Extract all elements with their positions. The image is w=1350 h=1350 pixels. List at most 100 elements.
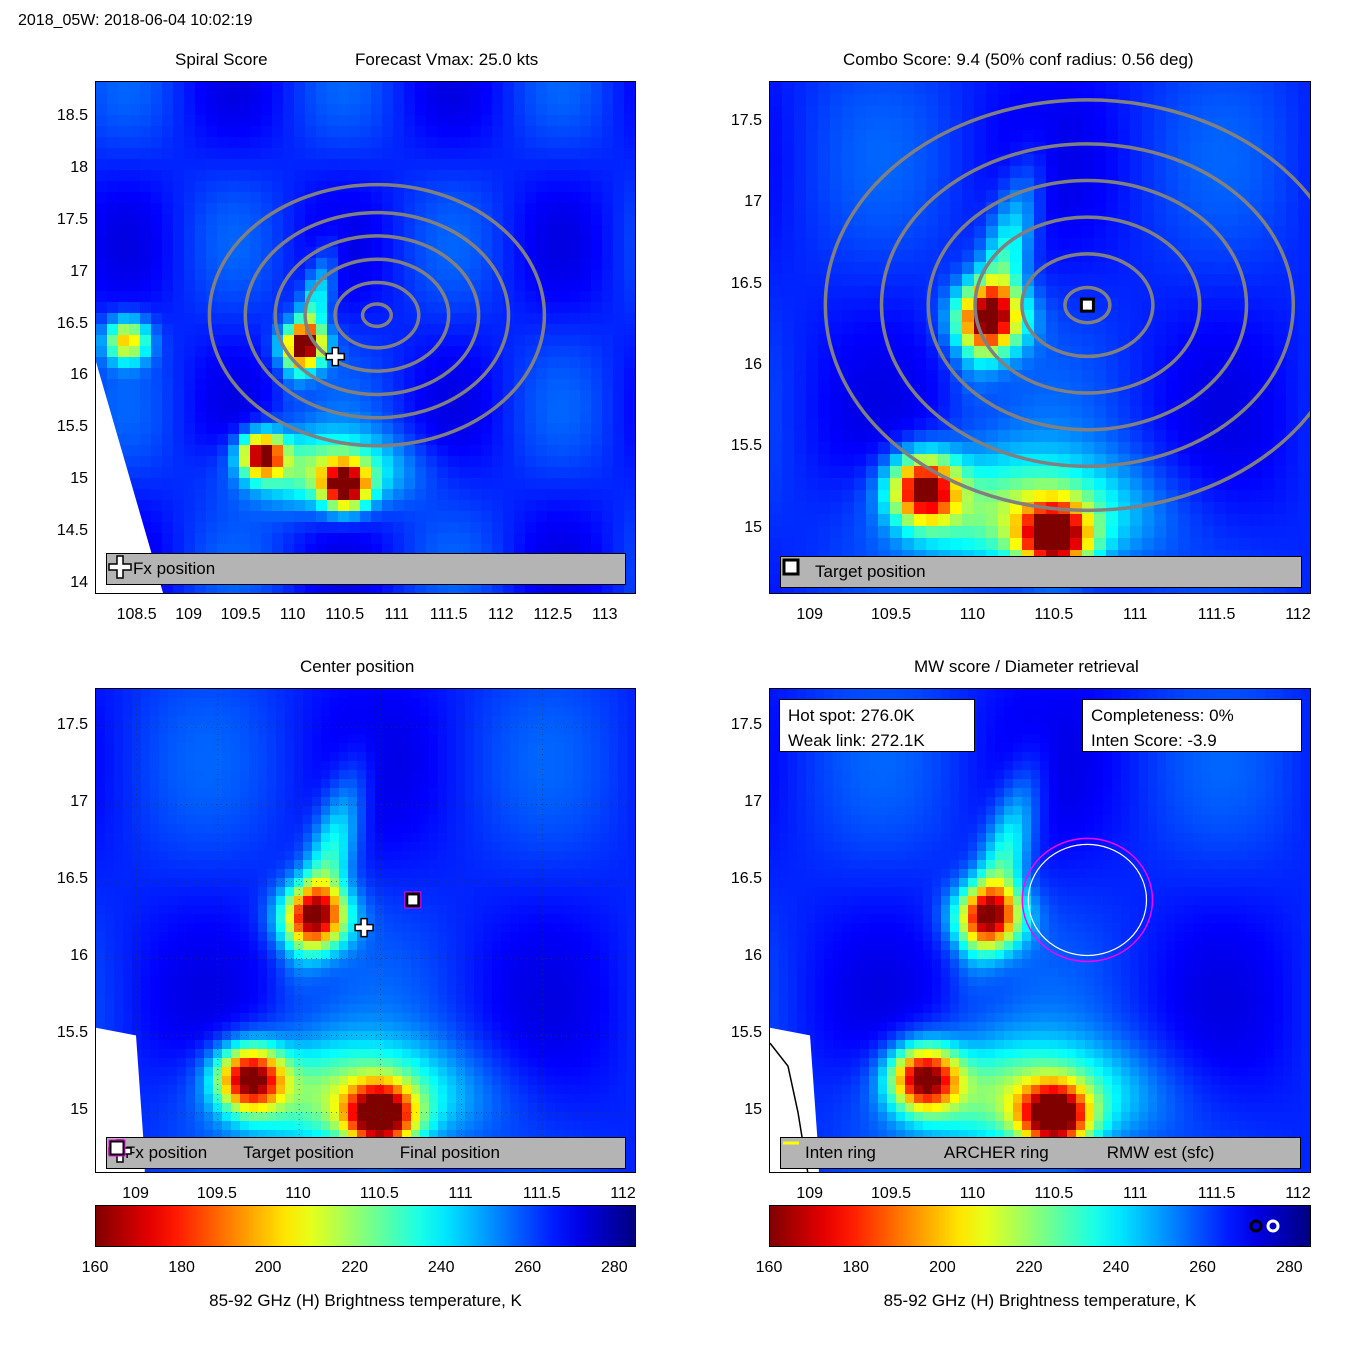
y-tick-label: 15.5: [730, 437, 762, 455]
heatmap-cell: [1262, 118, 1275, 131]
heatmap-cell: [878, 406, 891, 419]
heatmap-cell: [1274, 418, 1287, 431]
heatmap-cell: [162, 467, 174, 479]
heatmap-cell: [580, 511, 592, 523]
heatmap-cell: [151, 280, 163, 292]
heatmap-cell: [1202, 334, 1215, 347]
heatmap-cell: [107, 214, 119, 226]
heatmap-cell: [782, 322, 795, 335]
heatmap-cell: [1238, 94, 1251, 107]
heatmap-cell: [1178, 358, 1191, 371]
heatmap-cell: [481, 82, 493, 94]
heatmap-cell: [998, 394, 1011, 407]
heatmap-cell: [375, 716, 385, 726]
heatmap-cell: [437, 324, 449, 336]
heatmap-cell: [420, 689, 430, 699]
heatmap-cell: [525, 280, 537, 292]
heatmap-cell: [1250, 430, 1263, 443]
heatmap-cell: [986, 454, 999, 467]
heatmap-cell: [118, 412, 130, 424]
heatmap-cell: [1226, 490, 1239, 503]
heatmap-cell: [1022, 478, 1035, 491]
heatmap-cell: [206, 533, 218, 545]
heatmap-cell: [118, 148, 130, 160]
heatmap-cell: [1286, 226, 1299, 239]
heatmap-cell: [338, 357, 350, 369]
heatmap-cell: [591, 368, 603, 380]
heatmap-cell: [140, 335, 152, 347]
heatmap-cell: [357, 716, 367, 726]
heatmap-cell: [173, 467, 185, 479]
heatmap-cell: [950, 106, 963, 119]
heatmap-cell: [770, 562, 783, 575]
y-tick-label: 14: [70, 573, 88, 591]
heatmap-cell: [624, 159, 635, 171]
heatmap-cell: [1310, 118, 1311, 131]
heatmap-cell: [1250, 526, 1263, 539]
heatmap-cell: [228, 346, 240, 358]
heatmap-cell: [514, 181, 526, 193]
heatmap-cell: [818, 118, 831, 131]
heatmap-cell: [818, 454, 831, 467]
heatmap-cell: [162, 170, 174, 182]
heatmap-cell: [206, 148, 218, 160]
heatmap-cell: [267, 725, 277, 735]
heatmap-cell: [503, 401, 515, 413]
heatmap-cell: [151, 148, 163, 160]
heatmap-cell: [1058, 82, 1071, 95]
heatmap-cell: [635, 324, 636, 336]
heatmap-cell: [618, 725, 628, 735]
heatmap-cell: [536, 302, 548, 314]
heatmap-cell: [217, 423, 229, 435]
heatmap-cell: [107, 104, 119, 116]
heatmap-cell: [258, 743, 268, 753]
heatmap-cell: [283, 291, 295, 303]
heatmap-cell: [162, 280, 174, 292]
heatmap-cell: [1190, 358, 1203, 371]
heatmap-cell: [547, 148, 559, 160]
heatmap-cell: [902, 394, 915, 407]
heatmap-cell: [519, 689, 529, 699]
heatmap-cell: [830, 538, 843, 551]
heatmap-cell: [1010, 358, 1023, 371]
heatmap-cell: [327, 456, 339, 468]
heatmap-cell: [613, 115, 625, 127]
heatmap-cell: [1010, 526, 1023, 539]
heatmap-cell: [1166, 130, 1179, 143]
heatmap-cell: [305, 313, 317, 325]
heatmap-cell: [547, 511, 559, 523]
heatmap-cell: [914, 322, 927, 335]
heatmap-cell: [349, 368, 361, 380]
fx-position-marker: [325, 346, 346, 367]
heatmap-cell: [393, 500, 405, 512]
heatmap-cell: [962, 226, 975, 239]
heatmap-cell: [830, 262, 843, 275]
heatmap-cell: [250, 93, 262, 105]
heatmap-cell: [1118, 394, 1131, 407]
heatmap-cell: [580, 478, 592, 490]
heatmap-cell: [950, 214, 963, 227]
heatmap-cell: [613, 203, 625, 215]
heatmap-cell: [240, 743, 250, 753]
heatmap-cell: [1010, 442, 1023, 455]
heatmap-cell: [1082, 478, 1095, 491]
heatmap-cell: [228, 489, 240, 501]
heatmap-cell: [1226, 454, 1239, 467]
heatmap-cell: [371, 82, 383, 94]
heatmap-cell: [1166, 202, 1179, 215]
heatmap-cell: [624, 434, 635, 446]
heatmap-cell: [794, 346, 807, 359]
heatmap-cell: [902, 178, 915, 191]
heatmap-cell: [303, 698, 313, 708]
heatmap-cell: [285, 761, 295, 771]
heatmap-cell: [938, 118, 951, 131]
heatmap-cell: [415, 445, 427, 457]
heatmap-cell: [492, 93, 504, 105]
heatmap-cell: [1298, 466, 1310, 479]
heatmap-cell: [854, 226, 867, 239]
heatmap-cell: [624, 346, 635, 358]
heatmap-cell: [261, 445, 273, 457]
heatmap-cell: [240, 725, 250, 735]
heatmap-cell: [162, 203, 174, 215]
heatmap-cell: [1010, 310, 1023, 323]
